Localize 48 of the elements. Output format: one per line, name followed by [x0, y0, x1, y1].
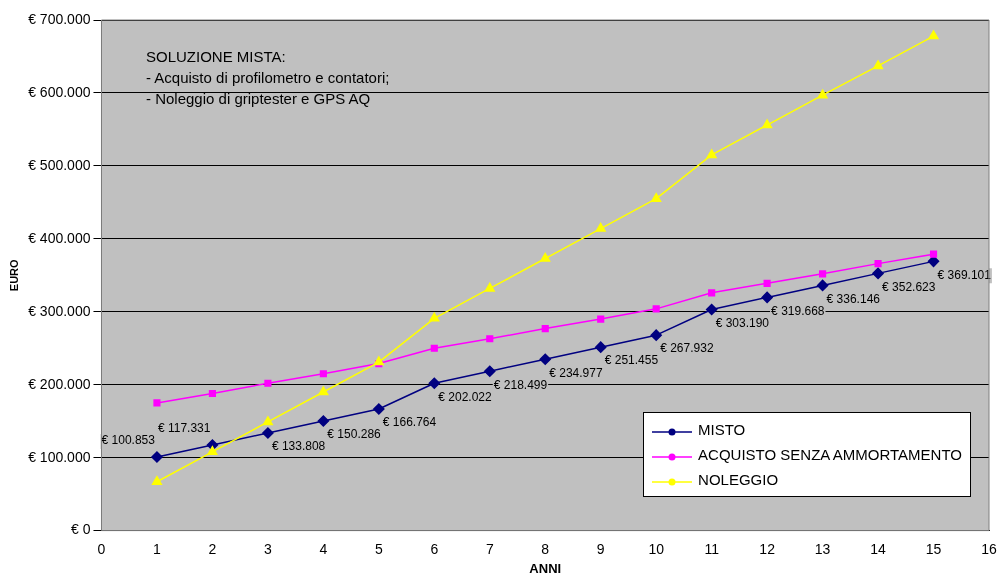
data-label: € 251.455 — [604, 353, 659, 368]
y-tick-label: € 500.000 — [28, 156, 91, 173]
y-axis-title: EURO — [7, 258, 20, 292]
data-label: € 202.022 — [438, 389, 493, 404]
data-label: € 267.932 — [660, 341, 714, 356]
y-tick-label: € 300.000 — [28, 302, 91, 319]
data-label: € 150.286 — [327, 427, 382, 442]
data-label: € 303.190 — [715, 315, 770, 330]
data-label: € 234.977 — [549, 365, 603, 380]
data-label: € 117.331 — [157, 421, 211, 436]
x-tick-label: 15 — [925, 540, 942, 557]
y-tick-label: € 400.000 — [28, 229, 91, 246]
data-label: € 369.101 — [937, 267, 992, 282]
y-tick-label: € 600.000 — [28, 83, 91, 100]
data-label: € 166.764 — [382, 415, 437, 430]
x-axis-title: ANNI — [529, 560, 562, 576]
data-label: € 319.668 — [771, 303, 825, 318]
y-tick-label: € 200.000 — [28, 375, 91, 392]
y-tick-label: € 0 — [71, 521, 91, 538]
x-tick-label: 0 — [97, 540, 106, 557]
x-tick-label: 16 — [981, 540, 997, 557]
legend-label: ACQUISTO SENZA AMMORTAMENTO — [698, 446, 962, 463]
x-tick-label: 6 — [430, 540, 439, 557]
annotation: SOLUZIONE MISTA: — [146, 47, 287, 67]
x-tick-label: 11 — [704, 540, 720, 557]
x-tick-label: 13 — [814, 540, 831, 557]
annotation: - Noleggio di griptester e GPS AQ — [146, 89, 372, 109]
y-tick-label: € 700.000 — [28, 10, 91, 27]
x-tick-label: 3 — [263, 540, 272, 557]
annotation: - Acquisto di profilometro e contatori; — [146, 68, 390, 88]
data-label: € 218.499 — [493, 377, 548, 392]
x-tick-label: 14 — [870, 540, 887, 557]
x-tick-label: 8 — [541, 540, 550, 557]
y-tick-label: € 100.000 — [28, 448, 91, 465]
x-tick-label: 1 — [153, 540, 162, 557]
x-tick-label: 9 — [596, 540, 605, 557]
x-tick-label: 5 — [374, 540, 383, 557]
x-tick-label: 12 — [759, 540, 776, 557]
data-label: € 100.853 — [101, 433, 156, 448]
data-label: € 336.146 — [826, 291, 881, 306]
legend-label: NOLEGGIO — [698, 471, 779, 488]
data-label: € 133.808 — [271, 439, 326, 454]
x-tick-label: 4 — [319, 540, 328, 557]
legend-label: MISTO — [698, 421, 746, 438]
data-label: € 352.623 — [882, 279, 936, 294]
x-tick-label: 7 — [485, 540, 494, 557]
x-tick-label: 2 — [208, 540, 217, 557]
x-tick-label: 10 — [648, 540, 665, 557]
